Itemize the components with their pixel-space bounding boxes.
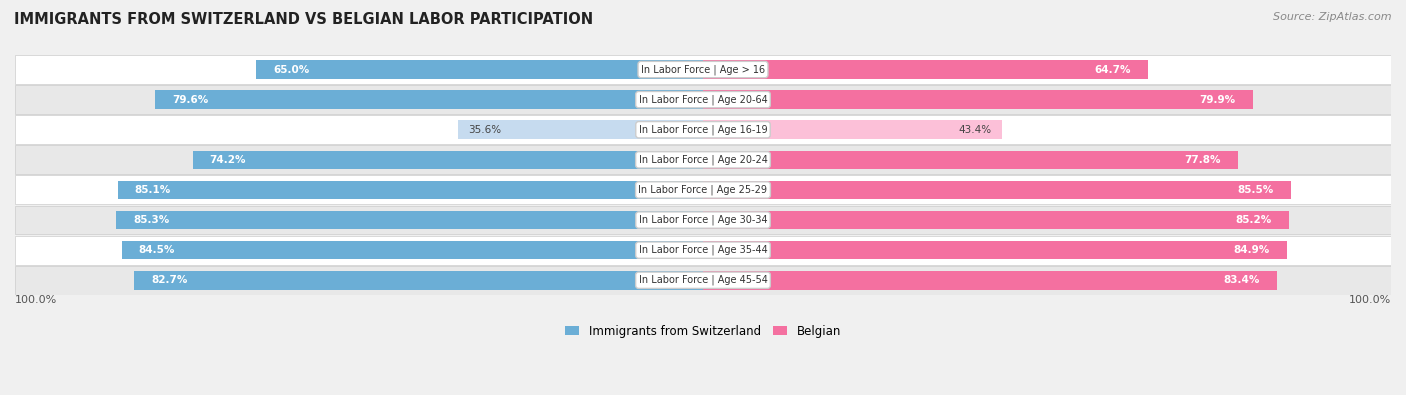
Bar: [15, 266, 1391, 295]
Text: 43.4%: 43.4%: [957, 125, 991, 135]
Bar: [703, 150, 1239, 169]
Text: 100.0%: 100.0%: [1348, 295, 1391, 305]
Bar: [122, 241, 703, 260]
Bar: [15, 175, 1391, 204]
Bar: [15, 55, 1391, 84]
Bar: [15, 85, 1391, 114]
Text: 85.2%: 85.2%: [1236, 215, 1272, 225]
Bar: [15, 115, 1391, 144]
Text: 79.6%: 79.6%: [173, 95, 209, 105]
Text: 84.9%: 84.9%: [1233, 245, 1270, 255]
Text: 65.0%: 65.0%: [273, 64, 309, 75]
Text: In Labor Force | Age 20-24: In Labor Force | Age 20-24: [638, 154, 768, 165]
Bar: [193, 150, 703, 169]
Text: 83.4%: 83.4%: [1223, 275, 1260, 285]
Text: 100.0%: 100.0%: [15, 295, 58, 305]
Bar: [703, 90, 1253, 109]
Text: 84.5%: 84.5%: [139, 245, 176, 255]
Bar: [458, 120, 703, 139]
Text: IMMIGRANTS FROM SWITZERLAND VS BELGIAN LABOR PARTICIPATION: IMMIGRANTS FROM SWITZERLAND VS BELGIAN L…: [14, 12, 593, 27]
Bar: [703, 181, 1291, 199]
Text: In Labor Force | Age > 16: In Labor Force | Age > 16: [641, 64, 765, 75]
Text: 85.5%: 85.5%: [1237, 185, 1274, 195]
Text: Source: ZipAtlas.com: Source: ZipAtlas.com: [1274, 12, 1392, 22]
Text: In Labor Force | Age 16-19: In Labor Force | Age 16-19: [638, 124, 768, 135]
Bar: [256, 60, 703, 79]
Text: 79.9%: 79.9%: [1199, 95, 1236, 105]
Text: In Labor Force | Age 35-44: In Labor Force | Age 35-44: [638, 245, 768, 256]
Bar: [703, 241, 1286, 260]
Bar: [155, 90, 703, 109]
Text: 85.1%: 85.1%: [135, 185, 172, 195]
Text: In Labor Force | Age 20-64: In Labor Force | Age 20-64: [638, 94, 768, 105]
Bar: [703, 271, 1277, 290]
Bar: [117, 211, 703, 229]
Text: In Labor Force | Age 45-54: In Labor Force | Age 45-54: [638, 275, 768, 286]
Bar: [15, 205, 1391, 235]
Bar: [118, 181, 703, 199]
Text: 77.8%: 77.8%: [1185, 155, 1220, 165]
Text: In Labor Force | Age 30-34: In Labor Force | Age 30-34: [638, 215, 768, 225]
Text: 35.6%: 35.6%: [468, 125, 502, 135]
Bar: [703, 60, 1149, 79]
Bar: [15, 236, 1391, 265]
Text: 64.7%: 64.7%: [1094, 64, 1130, 75]
Text: 74.2%: 74.2%: [209, 155, 246, 165]
Bar: [703, 211, 1289, 229]
Legend: Immigrants from Switzerland, Belgian: Immigrants from Switzerland, Belgian: [561, 320, 845, 342]
Text: 82.7%: 82.7%: [152, 275, 187, 285]
Text: 85.3%: 85.3%: [134, 215, 170, 225]
Text: In Labor Force | Age 25-29: In Labor Force | Age 25-29: [638, 185, 768, 195]
Bar: [703, 120, 1001, 139]
Bar: [134, 271, 703, 290]
Bar: [15, 145, 1391, 174]
